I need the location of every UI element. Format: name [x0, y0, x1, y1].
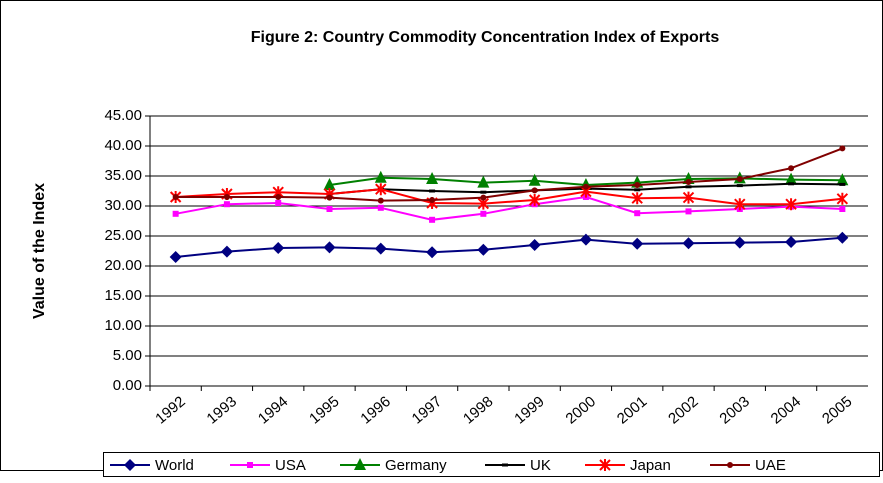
- legend-label: UAE: [755, 457, 786, 474]
- marker: [631, 237, 644, 250]
- legend-label: Germany: [385, 457, 447, 474]
- marker: [375, 183, 387, 196]
- legend-label: World: [155, 457, 194, 474]
- marker: [326, 206, 333, 212]
- marker: [531, 187, 538, 194]
- marker: [272, 242, 285, 254]
- series-line: [175, 236, 843, 258]
- y-tick-label: 0.00: [113, 377, 142, 394]
- marker: [172, 210, 179, 217]
- marker: [528, 173, 541, 186]
- legend-label: Japan: [630, 457, 671, 474]
- marker: [247, 462, 253, 468]
- marker: [477, 243, 490, 256]
- marker: [223, 201, 230, 208]
- marker: [788, 165, 795, 172]
- marker: [429, 216, 436, 223]
- marker: [599, 459, 611, 471]
- marker: [682, 237, 695, 250]
- y-tick-label: 20.00: [104, 257, 142, 274]
- marker: [429, 189, 436, 193]
- marker: [734, 198, 746, 211]
- marker: [836, 173, 849, 186]
- series: [169, 231, 849, 263]
- marker: [685, 185, 692, 189]
- y-axis-label: Value of the Index: [31, 183, 48, 319]
- series-line: [175, 188, 843, 206]
- marker: [736, 176, 743, 182]
- marker: [528, 194, 541, 206]
- marker: [275, 194, 282, 200]
- marker: [426, 172, 439, 184]
- marker: [426, 246, 439, 259]
- marker: [223, 194, 230, 200]
- marker: [377, 204, 384, 211]
- marker: [631, 192, 643, 205]
- marker: [785, 198, 797, 211]
- marker: [785, 236, 798, 248]
- series-line: [175, 195, 843, 221]
- marker: [374, 170, 387, 183]
- marker: [480, 210, 487, 217]
- marker: [480, 194, 487, 201]
- marker: [220, 245, 233, 258]
- y-tick-label: 35.00: [104, 167, 142, 184]
- marker: [634, 182, 641, 188]
- marker: [839, 145, 846, 152]
- y-tick-label: 30.00: [104, 197, 142, 214]
- marker: [736, 184, 743, 188]
- marker: [326, 194, 333, 201]
- marker: [124, 459, 136, 471]
- chart-title: Figure 2: Country Commodity Concentratio…: [251, 29, 720, 46]
- marker: [429, 197, 436, 203]
- marker: [733, 236, 746, 249]
- y-tick-label: 15.00: [104, 287, 142, 304]
- marker: [682, 191, 695, 204]
- marker: [839, 182, 846, 186]
- marker: [172, 194, 179, 200]
- marker: [727, 462, 733, 468]
- marker: [323, 241, 336, 254]
- marker: [374, 242, 387, 255]
- marker: [634, 210, 641, 217]
- marker: [785, 172, 798, 185]
- marker: [377, 197, 384, 204]
- marker: [685, 208, 692, 215]
- marker: [323, 178, 336, 190]
- marker: [579, 233, 592, 246]
- marker: [685, 179, 692, 185]
- y-tick-label: 5.00: [113, 347, 142, 364]
- marker: [839, 206, 846, 212]
- marker: [480, 190, 487, 194]
- series: [172, 145, 846, 204]
- marker: [788, 182, 795, 186]
- y-tick-label: 40.00: [104, 137, 142, 154]
- marker: [582, 183, 589, 190]
- marker: [354, 458, 366, 470]
- marker: [836, 231, 849, 244]
- y-tick-label: 45.00: [104, 107, 142, 124]
- marker: [477, 175, 490, 188]
- legend-label: UK: [530, 457, 551, 474]
- marker: [836, 192, 849, 205]
- marker: [502, 463, 508, 467]
- marker: [528, 239, 541, 251]
- y-tick-label: 25.00: [104, 227, 142, 244]
- y-tick-label: 10.00: [104, 317, 142, 334]
- marker: [169, 251, 182, 263]
- marker: [634, 188, 641, 192]
- legend-label: USA: [275, 457, 306, 474]
- marker: [275, 200, 282, 206]
- series-line: [175, 147, 843, 202]
